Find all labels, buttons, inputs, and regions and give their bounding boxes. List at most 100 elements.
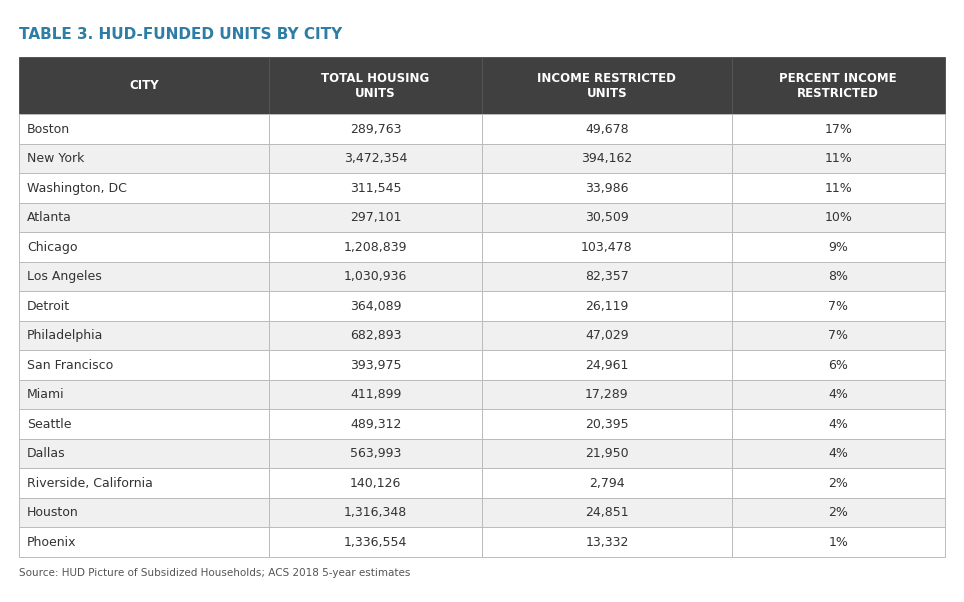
Text: 289,763: 289,763 [350,123,401,135]
Bar [19,380,269,409]
Bar [732,57,945,114]
Text: Riverside, California: Riverside, California [27,477,153,489]
Text: 49,678: 49,678 [585,123,629,135]
Bar [482,439,732,468]
Text: 17,289: 17,289 [585,388,629,401]
Text: 13,332: 13,332 [585,536,629,548]
Text: Detroit: Detroit [27,300,70,312]
Bar [482,409,732,439]
Text: 11%: 11% [824,152,852,165]
Bar [19,232,269,262]
Bar [19,57,269,114]
Bar [732,144,945,173]
Text: 26,119: 26,119 [585,300,629,312]
Bar [482,468,732,498]
Bar [482,380,732,409]
Text: 30,509: 30,509 [585,211,629,224]
Text: 20,395: 20,395 [585,418,629,430]
Bar [732,439,945,468]
Text: 3,472,354: 3,472,354 [344,152,407,165]
Text: 11%: 11% [824,182,852,194]
Text: 4%: 4% [828,388,848,401]
Bar [269,321,482,350]
Text: 394,162: 394,162 [581,152,632,165]
Bar [269,527,482,557]
Text: Phoenix: Phoenix [27,536,76,548]
Bar [19,291,269,321]
Bar [482,291,732,321]
Text: Atlanta: Atlanta [27,211,72,224]
Text: 2%: 2% [828,477,848,489]
Text: 393,975: 393,975 [350,359,401,371]
Bar [269,144,482,173]
Text: 103,478: 103,478 [581,241,632,253]
Bar [732,291,945,321]
Text: 4%: 4% [828,418,848,430]
Bar [19,498,269,527]
Bar [269,203,482,232]
Text: 563,993: 563,993 [350,447,401,460]
Text: 682,893: 682,893 [350,329,401,342]
Bar [19,439,269,468]
Bar [482,232,732,262]
Bar [19,321,269,350]
Bar [269,439,482,468]
Text: Source: HUD Picture of Subsidized Households; ACS 2018 5-year estimates: Source: HUD Picture of Subsidized Househ… [19,568,411,578]
Bar [269,291,482,321]
Bar [732,114,945,144]
Text: 9%: 9% [828,241,848,253]
Bar [732,498,945,527]
Text: 1%: 1% [828,536,848,548]
Text: 1,316,348: 1,316,348 [344,506,407,519]
Bar [732,262,945,291]
Bar [482,262,732,291]
Bar [482,144,732,173]
Text: 10%: 10% [824,211,852,224]
Text: 6%: 6% [828,359,848,371]
Text: 364,089: 364,089 [350,300,401,312]
Bar [269,262,482,291]
Text: 1,336,554: 1,336,554 [344,536,407,548]
Bar [19,173,269,203]
Text: 297,101: 297,101 [350,211,401,224]
Text: Miami: Miami [27,388,65,401]
Text: Philadelphia: Philadelphia [27,329,103,342]
Text: 1,030,936: 1,030,936 [344,270,407,283]
Text: San Francisco: San Francisco [27,359,113,371]
Bar [732,409,945,439]
Bar [269,409,482,439]
Text: 311,545: 311,545 [350,182,401,194]
Text: 24,851: 24,851 [585,506,629,519]
Text: 2,794: 2,794 [589,477,625,489]
Bar [19,262,269,291]
Text: INCOME RESTRICTED
UNITS: INCOME RESTRICTED UNITS [538,72,677,100]
Text: 8%: 8% [828,270,848,283]
Text: CITY: CITY [129,79,159,92]
Bar [482,203,732,232]
Text: TOTAL HOUSING
UNITS: TOTAL HOUSING UNITS [321,72,430,100]
Bar [482,527,732,557]
Text: Seattle: Seattle [27,418,71,430]
Text: PERCENT INCOME
RESTRICTED: PERCENT INCOME RESTRICTED [780,72,897,100]
Text: 4%: 4% [828,447,848,460]
Bar [269,114,482,144]
Bar [19,409,269,439]
Bar [482,350,732,380]
Bar [269,173,482,203]
Text: 47,029: 47,029 [585,329,629,342]
Text: 33,986: 33,986 [585,182,629,194]
Bar [19,114,269,144]
Bar [482,498,732,527]
Bar [482,57,732,114]
Bar [269,380,482,409]
Text: Dallas: Dallas [27,447,66,460]
Text: Los Angeles: Los Angeles [27,270,102,283]
Text: 82,357: 82,357 [585,270,629,283]
Text: 21,950: 21,950 [585,447,629,460]
Bar [19,203,269,232]
Text: Chicago: Chicago [27,241,77,253]
Bar [482,173,732,203]
Text: 24,961: 24,961 [585,359,629,371]
Bar [732,468,945,498]
Bar [269,468,482,498]
